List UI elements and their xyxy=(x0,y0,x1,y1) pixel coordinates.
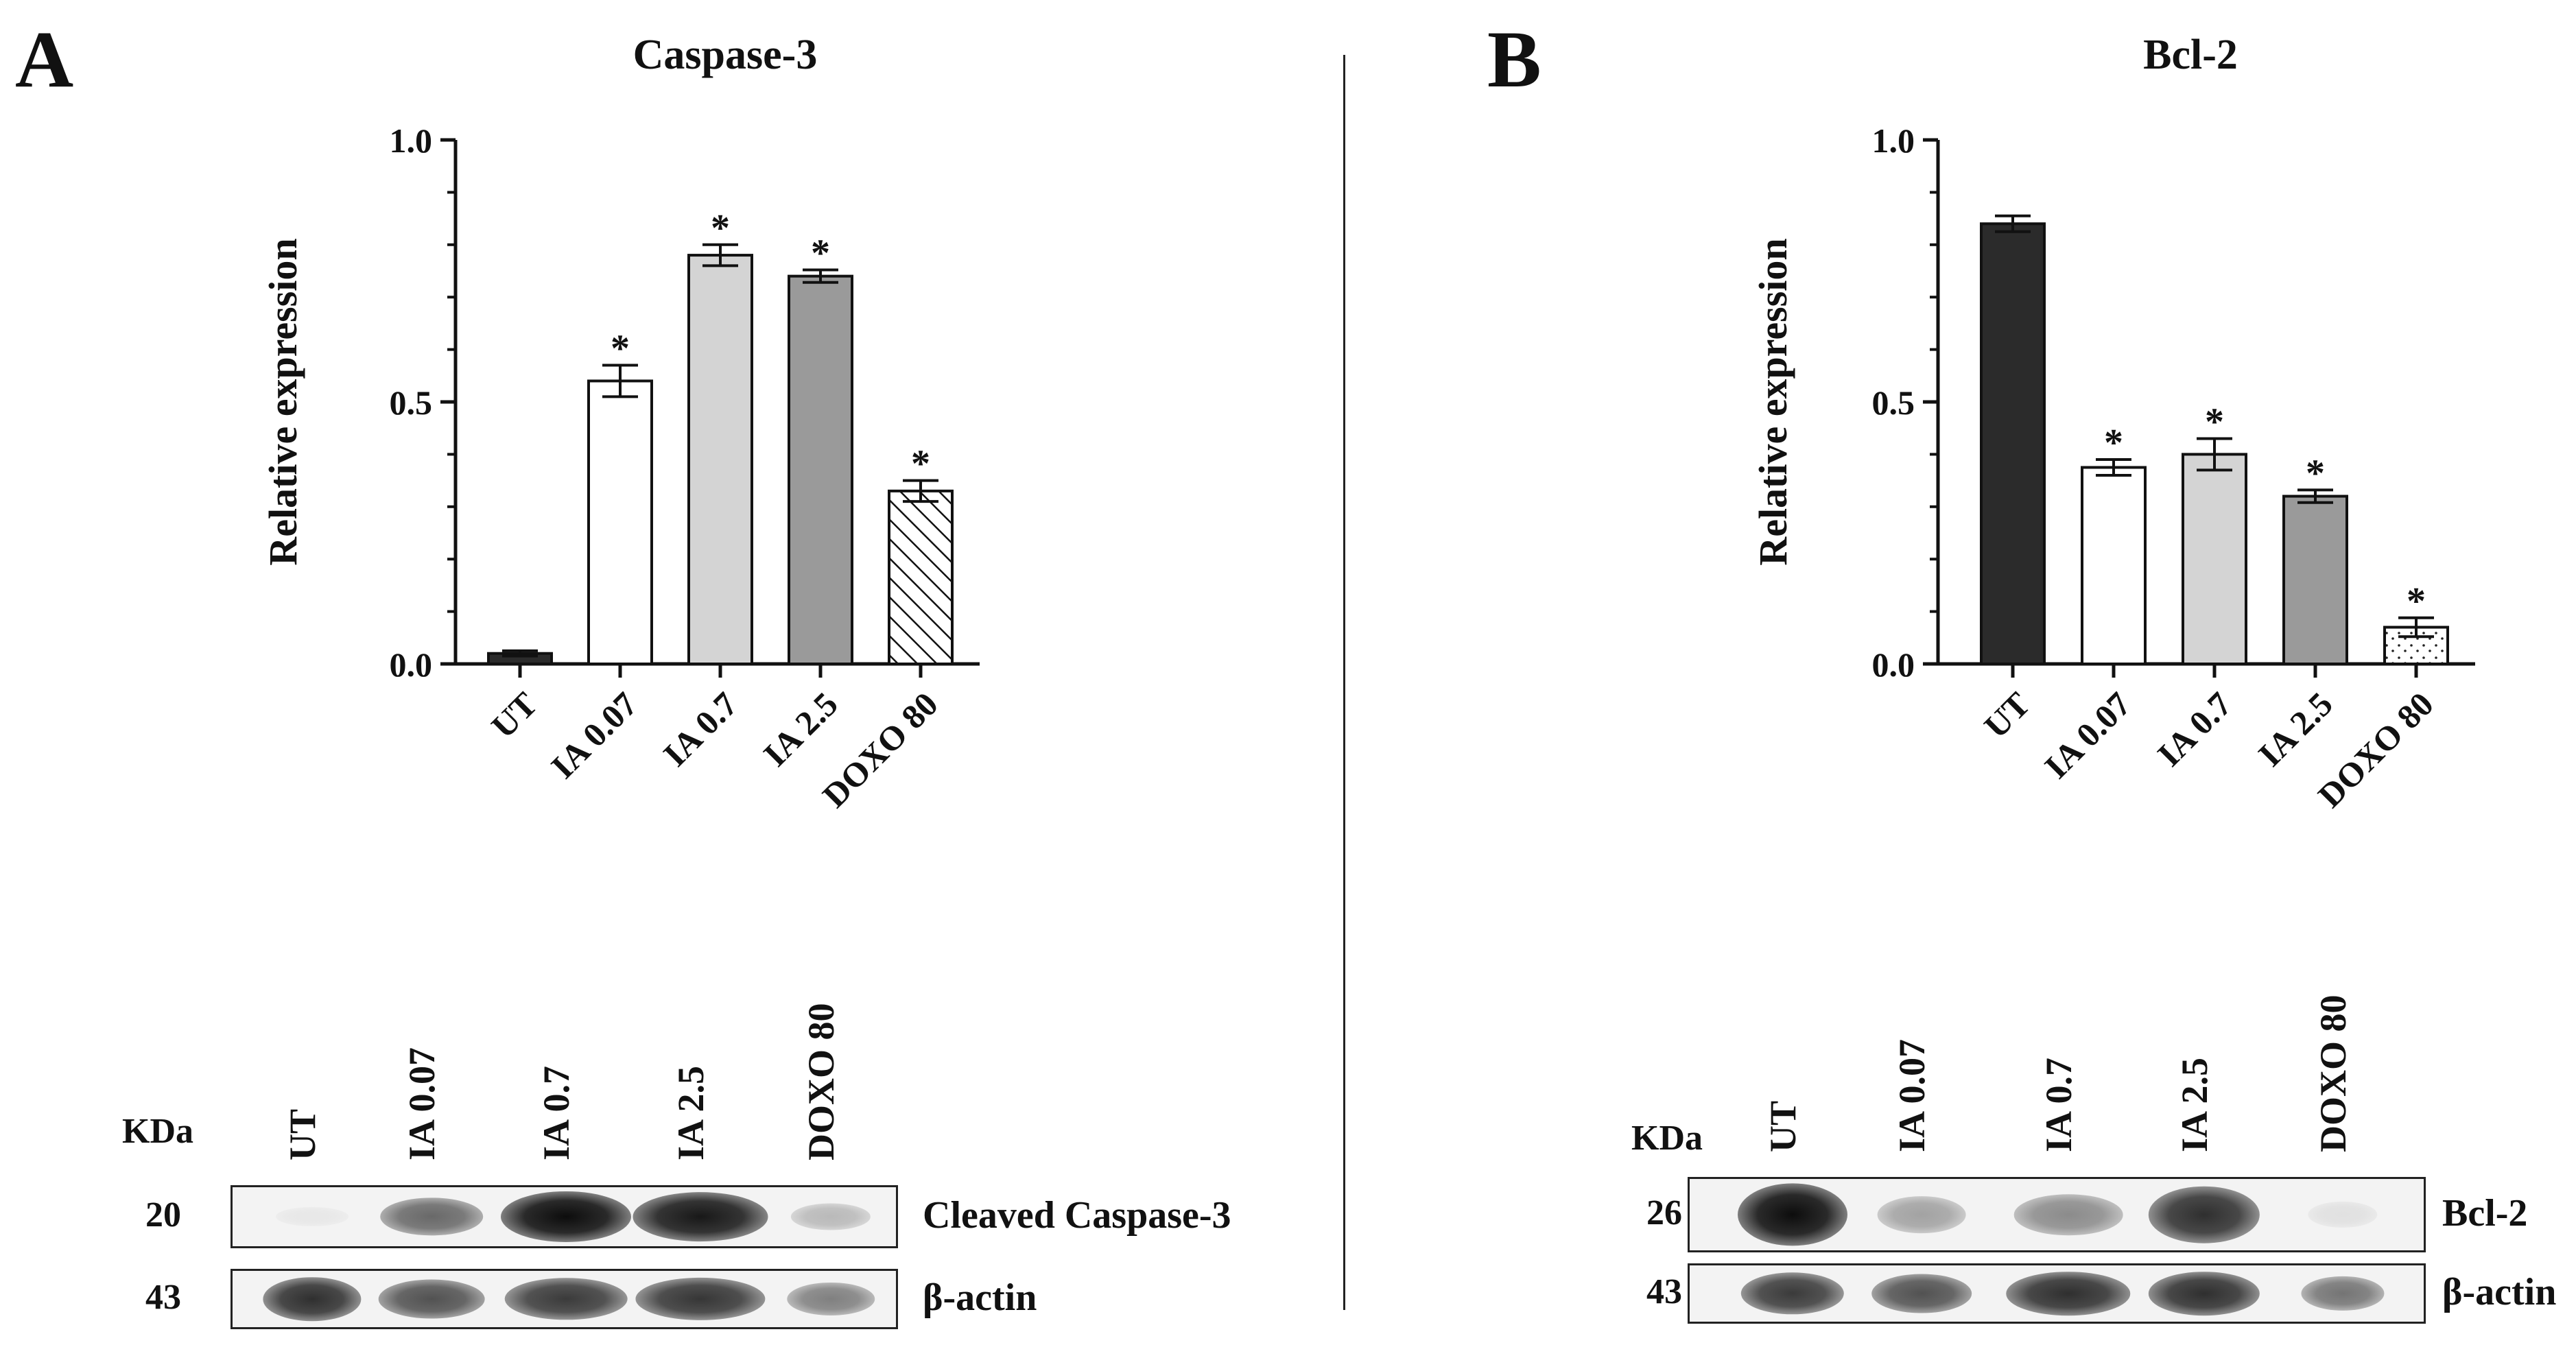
blot-band xyxy=(635,1277,766,1321)
bar-ut xyxy=(1980,222,2046,665)
blot-band xyxy=(1877,1196,1966,1233)
blot-band xyxy=(276,1206,348,1227)
blot-band xyxy=(633,1192,768,1241)
x-tick-label: IA 0.7 xyxy=(2150,684,2239,774)
blot-band xyxy=(1738,1183,1847,1246)
significance-marker: * xyxy=(811,232,830,274)
protein-label: Cleaved Caspase-3 xyxy=(923,1194,1231,1237)
y-tick-label: 0.5 xyxy=(390,383,433,422)
significance-marker: * xyxy=(2306,452,2325,495)
blot-strip xyxy=(231,1185,898,1248)
blot-band xyxy=(2308,1201,2378,1228)
blot-band xyxy=(790,1203,871,1230)
chart-title: Bcl-2 xyxy=(2143,32,2238,78)
lane-label: IA 0.7 xyxy=(2038,1057,2079,1152)
significance-marker: * xyxy=(711,207,730,250)
y-tick-label: 1.0 xyxy=(390,121,433,160)
blot-band xyxy=(2148,1272,2260,1315)
molecular-weight-label: 43 xyxy=(145,1278,181,1317)
molecular-weight-label: 26 xyxy=(1646,1193,1682,1232)
bar-ia-0-7 xyxy=(687,254,753,665)
protein-label: β-actin xyxy=(923,1276,1037,1319)
panel-divider xyxy=(1343,55,1345,1310)
lane-label: IA 2.5 xyxy=(2174,1057,2215,1152)
kda-label: KDa xyxy=(122,1112,193,1151)
lane-label: UT xyxy=(1762,1100,1804,1152)
protein-label: β-actin xyxy=(2442,1271,2557,1313)
x-tick-label: UT xyxy=(1976,684,2037,746)
significance-marker: * xyxy=(2104,422,2123,464)
bar-ia-0-7 xyxy=(2182,453,2247,666)
panel-letter-b: B xyxy=(1487,14,1541,104)
y-tick-label: 0.5 xyxy=(1872,383,1915,422)
bar-ia-0-07 xyxy=(587,379,653,665)
panel-letter-a: A xyxy=(15,14,74,104)
blot-band xyxy=(2013,1194,2123,1235)
y-tick-label: 1.0 xyxy=(1872,121,1915,160)
y-tick-label: 0.0 xyxy=(390,645,433,684)
blot-strip xyxy=(1688,1263,2426,1324)
chart-title: Caspase-3 xyxy=(633,32,818,78)
blot-band xyxy=(2148,1186,2260,1243)
lane-label: DOXO 80 xyxy=(2313,994,2354,1153)
bar-ia-2-5 xyxy=(2282,495,2348,666)
protein-label: Bcl-2 xyxy=(2442,1192,2528,1235)
y-tick-label: 0.0 xyxy=(1872,645,1915,684)
blot-band xyxy=(1740,1272,1845,1315)
blot-band xyxy=(1871,1274,1972,1313)
blot-band xyxy=(263,1277,362,1321)
significance-marker: * xyxy=(2205,401,2224,443)
blot-strip xyxy=(231,1269,898,1329)
blot-band xyxy=(787,1282,875,1316)
kda-label: KDa xyxy=(1631,1119,1703,1158)
x-tick-label: IA 0.07 xyxy=(2037,684,2138,786)
significance-marker: * xyxy=(2407,580,2426,623)
blot-band xyxy=(380,1198,483,1236)
bar-doxo-80 xyxy=(888,489,954,665)
molecular-weight-label: 20 xyxy=(145,1195,181,1235)
lane-label: IA 0.07 xyxy=(401,1047,442,1160)
lane-label: DOXO 80 xyxy=(801,1003,842,1161)
blot-band xyxy=(378,1279,485,1319)
blot-band xyxy=(504,1278,628,1320)
lane-label: IA 0.07 xyxy=(1891,1038,1933,1152)
significance-marker: * xyxy=(611,328,630,370)
blot-band xyxy=(501,1191,631,1243)
blot-band xyxy=(2006,1272,2131,1315)
y-axis-label: Relative expression xyxy=(261,238,305,565)
blot-strip xyxy=(1688,1177,2426,1252)
molecular-weight-label: 43 xyxy=(1646,1272,1682,1311)
lane-label: IA 2.5 xyxy=(670,1065,711,1160)
lane-label: UT xyxy=(282,1108,323,1160)
blot-band xyxy=(2301,1276,2385,1311)
y-axis-label: Relative expression xyxy=(1751,238,1795,565)
lane-label: IA 0.7 xyxy=(536,1065,577,1160)
x-tick-label: IA 2.5 xyxy=(2251,684,2340,774)
significance-marker: * xyxy=(911,443,930,486)
bar-ia-0-07 xyxy=(2081,466,2147,665)
